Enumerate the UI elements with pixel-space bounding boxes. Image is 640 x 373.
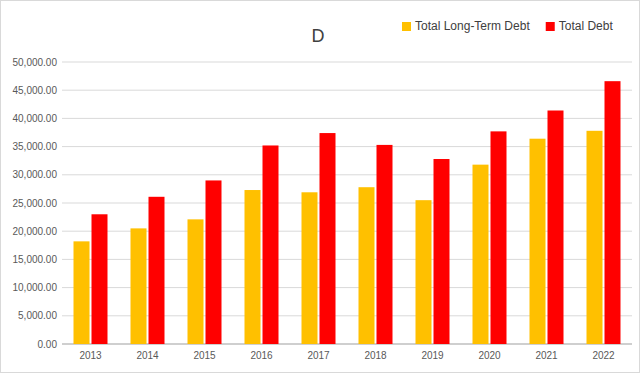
bar (188, 219, 204, 344)
x-tick-label: 2021 (535, 350, 558, 361)
y-tick-label: 30,000.00 (13, 169, 58, 180)
bar (245, 190, 261, 344)
x-tick-label: 2020 (478, 350, 501, 361)
x-tick-label: 2022 (592, 350, 615, 361)
bar (74, 241, 90, 344)
bar (263, 145, 279, 344)
chart-root: 0.00 5,000.00 10,000.00 15,000.00 20,000.00 2… (0, 0, 640, 373)
bar (548, 111, 564, 344)
legend-label: Total Debt (559, 19, 614, 33)
bar (491, 131, 507, 344)
grid-line (62, 231, 632, 232)
title: D (312, 26, 325, 46)
x-tick-label: 2015 (193, 350, 216, 361)
grid-line (62, 315, 632, 316)
legend-swatch (546, 22, 555, 31)
bar (377, 145, 393, 344)
grid-line (62, 118, 632, 119)
y-tick-label: 25,000.00 (13, 198, 58, 209)
bar (587, 131, 603, 344)
chart: 0.00 5,000.00 10,000.00 15,000.00 20,000.00 2… (0, 0, 640, 373)
y-tick-label: 15,000.00 (13, 254, 58, 265)
bar (206, 180, 222, 344)
bars (74, 81, 621, 344)
grid-line (62, 203, 632, 204)
x-tick-label: 2014 (136, 350, 159, 361)
grid-line (62, 174, 632, 175)
grid-line (62, 287, 632, 288)
y-tick-label: 0.00 (38, 339, 58, 350)
bar (320, 133, 336, 344)
bar (149, 197, 165, 344)
bar (473, 165, 489, 344)
x-tick-label: 2017 (307, 350, 330, 361)
bar (359, 187, 375, 344)
bar (416, 200, 432, 344)
bar (434, 159, 450, 344)
legend-swatch (402, 22, 411, 31)
y-tick-label: 50,000.00 (13, 57, 58, 68)
chart-frame (1, 1, 640, 373)
bar (131, 228, 147, 344)
grid-line (62, 62, 632, 63)
grid-line (62, 344, 632, 345)
bar (302, 192, 318, 344)
grid-line (62, 146, 632, 147)
x-tick-label: 2013 (79, 350, 102, 361)
bar (605, 81, 621, 344)
y-tick-label: 35,000.00 (13, 141, 58, 152)
bar (530, 139, 546, 344)
grid-line (62, 90, 632, 91)
x-axis-line (62, 344, 632, 345)
y-tick-label: 45,000.00 (13, 85, 58, 96)
y-tick-label: 20,000.00 (13, 226, 58, 237)
y-tick-label: 10,000.00 (13, 282, 58, 293)
bar (92, 214, 108, 344)
y-tick-label: 5,000.00 (18, 310, 57, 321)
x-tick-label: 2019 (421, 350, 444, 361)
x-tick-label: 2018 (364, 350, 387, 361)
y-tick-label: 40,000.00 (13, 113, 58, 124)
legend-label: Total Long-Term Debt (415, 19, 530, 33)
x-tick-label: 2016 (250, 350, 273, 361)
grid-line (62, 259, 632, 260)
